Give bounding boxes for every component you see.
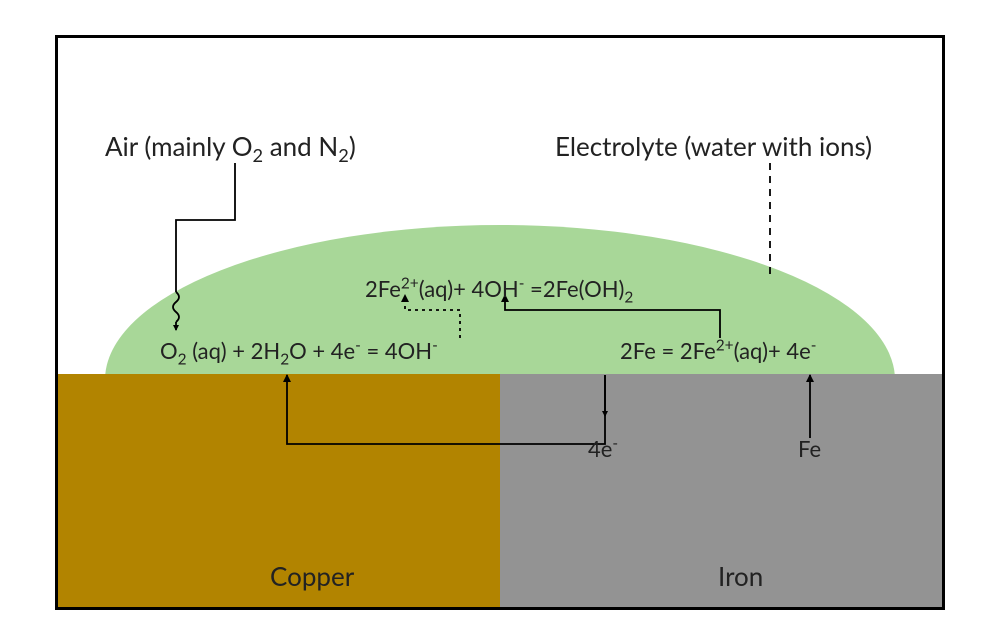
electrons-label: 4e- [588, 435, 618, 462]
diagram-stage: Air (mainly O2 and N2) Electrolyte (wate… [0, 0, 1000, 644]
precipitation-reaction: 2Fe2+(aq)+ 4OH- =2Fe(OH)2 [365, 275, 633, 302]
copper-label: Copper [270, 560, 354, 592]
diagram-svg [0, 0, 1000, 644]
iron-label: Iron [718, 560, 763, 592]
electrolyte-label: Electrolyte (water with ions) [555, 130, 872, 162]
air-label: Air (mainly O2 and N2) [105, 130, 356, 162]
cathode-reaction: O2 (aq) + 2H2O + 4e- = 4OH- [160, 337, 438, 364]
fe-label: Fe [798, 435, 821, 462]
anode-reaction: 2Fe = 2Fe2+(aq)+ 4e- [620, 337, 817, 364]
